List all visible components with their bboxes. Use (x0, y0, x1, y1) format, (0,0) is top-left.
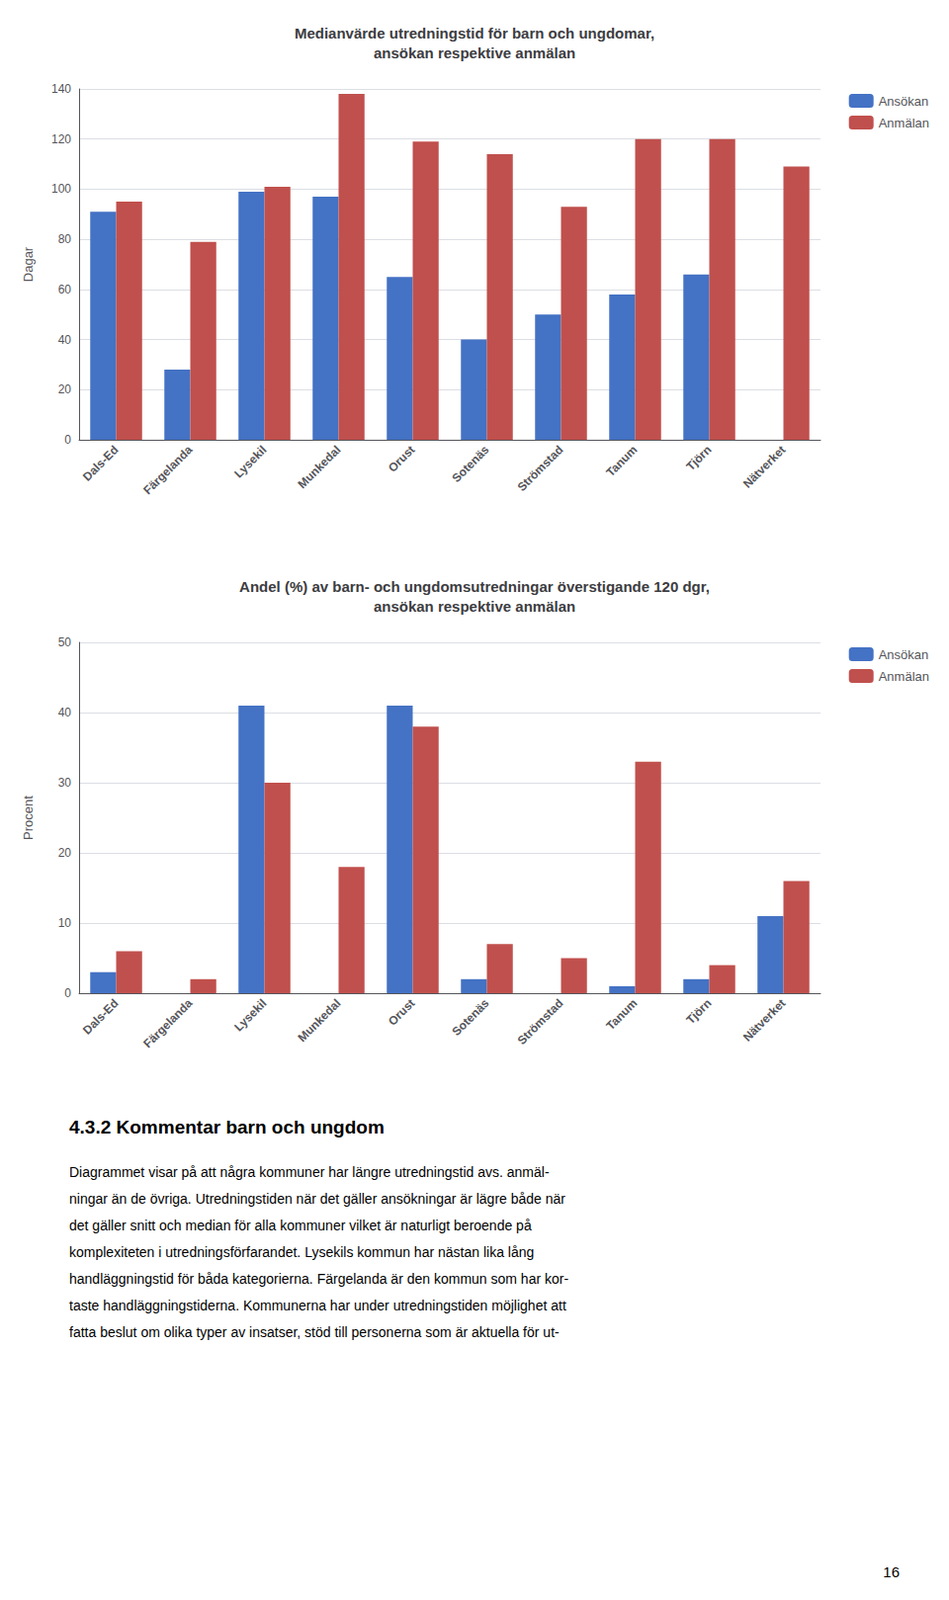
svg-text:Medianvärde utredningstid för: Medianvärde utredningstid för barn och u… (294, 24, 655, 42)
svg-text:Munkedal: Munkedal (294, 996, 344, 1045)
svg-text:Nätverket: Nätverket (740, 996, 789, 1045)
svg-text:Anmälan: Anmälan (878, 115, 930, 131)
html-text:ningar än de övriga. Utredning: ningar än de övriga. Utredningstiden när… (69, 1191, 566, 1208)
html-text:4.3.2 Kommentar barn och ungdo: 4.3.2 Kommentar barn och ungdom (69, 1117, 385, 1138)
svg-text:Andel (%) av barn- och ungdoms: Andel (%) av barn- och ungdomsutredninga… (239, 578, 710, 596)
svg-text:Färgelanda: Färgelanda (140, 996, 195, 1051)
svg-text:ansökan respektive anmälan: ansökan respektive anmälan (373, 598, 576, 615)
html-text:taste handläggningstiderna. Ko: taste handläggningstiderna. Kommunerna h… (69, 1297, 567, 1314)
svg-text:Procent: Procent (20, 795, 36, 841)
svg-text:Tjörn: Tjörn (683, 996, 714, 1028)
svg-text:Lysekil: Lysekil (231, 996, 269, 1035)
svg-text:140: 140 (51, 82, 72, 96)
html-text:handläggningstid för båda kate: handläggningstid för båda kategorierna. … (69, 1271, 569, 1288)
svg-text:Dals-Ed: Dals-Ed (80, 442, 121, 484)
svg-text:100: 100 (51, 181, 72, 196)
svg-text:Ansökan: Ansökan (878, 647, 930, 663)
svg-text:40: 40 (58, 333, 73, 347)
svg-text:0: 0 (64, 432, 72, 447)
svg-text:Orust: Orust (385, 442, 419, 476)
svg-text:120: 120 (51, 132, 72, 147)
html-text:Diagrammet visar på att några: Diagrammet visar på att några kommuner h… (69, 1164, 550, 1181)
svg-text:ansökan respektive anmälan: ansökan respektive anmälan (373, 44, 576, 62)
svg-text:Orust: Orust (385, 996, 419, 1030)
svg-text:Dagar: Dagar (20, 246, 36, 282)
svg-text:80: 80 (58, 232, 73, 247)
svg-text:Tjörn: Tjörn (683, 442, 714, 474)
html-text:16: 16 (883, 1563, 900, 1581)
html-text:komplexiteten i utredningsförf: komplexiteten i utredningsförfarandet. L… (69, 1244, 535, 1261)
svg-text:Tanum: Tanum (603, 442, 640, 480)
svg-text:Nätverket: Nätverket (740, 442, 789, 492)
svg-text:Strömstad: Strömstad (515, 996, 567, 1048)
svg-text:10: 10 (58, 916, 73, 931)
svg-text:0: 0 (64, 986, 72, 1001)
svg-text:20: 20 (58, 846, 73, 861)
svg-text:Dals-Ed: Dals-Ed (80, 996, 121, 1037)
html-text:fatta beslut om olika typer av: fatta beslut om olika typer av insatser,… (69, 1324, 560, 1341)
html-text:det gäller snitt och median fö: det gäller snitt och median för alla kom… (69, 1217, 532, 1234)
svg-text:Munkedal: Munkedal (294, 442, 344, 492)
svg-text:Lysekil: Lysekil (231, 442, 269, 481)
svg-text:Färgelanda: Färgelanda (140, 442, 195, 498)
svg-text:Tanum: Tanum (603, 996, 640, 1034)
svg-text:40: 40 (58, 705, 73, 720)
svg-text:Strömstad: Strömstad (515, 442, 567, 495)
svg-text:Ansökan: Ansökan (878, 93, 930, 109)
svg-text:30: 30 (58, 776, 73, 790)
svg-text:60: 60 (58, 282, 73, 297)
svg-text:Sotenäs: Sotenäs (449, 996, 493, 1039)
svg-text:Sotenäs: Sotenäs (449, 442, 493, 486)
svg-text:Anmälan: Anmälan (878, 669, 930, 685)
svg-text:20: 20 (58, 382, 73, 397)
svg-text:50: 50 (58, 635, 73, 650)
